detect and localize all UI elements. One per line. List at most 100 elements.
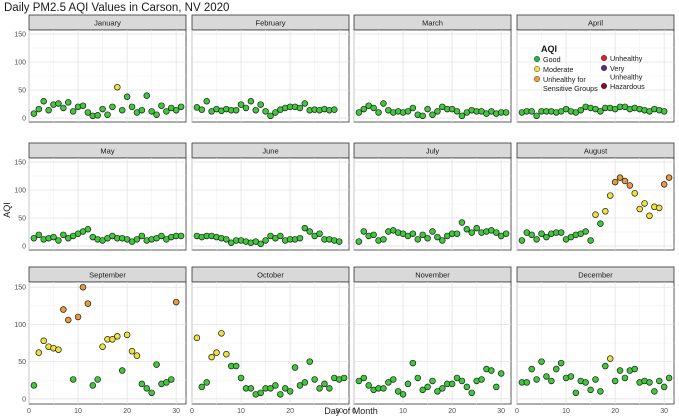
data-point — [458, 112, 466, 120]
panel-december: December 0 10 20 30 — [515, 266, 675, 415]
y-tick-label: 100 — [14, 322, 26, 329]
data-point — [301, 224, 309, 232]
x-tick-label: 0 — [515, 408, 519, 415]
data-point — [665, 174, 673, 181]
y-tick-label: 0 — [22, 396, 26, 403]
panel-strip-label: December — [578, 271, 613, 280]
data-point — [237, 101, 245, 108]
data-point — [380, 385, 387, 392]
data-point — [572, 389, 580, 397]
data-point — [611, 178, 619, 186]
data-point — [30, 110, 38, 117]
data-point — [656, 377, 663, 385]
data-point — [463, 383, 471, 391]
data-point — [277, 391, 284, 398]
data-point — [114, 83, 121, 91]
panel-strip-label: June — [262, 147, 278, 156]
data-point — [616, 367, 624, 374]
data-point — [468, 389, 476, 397]
data-point — [488, 367, 495, 374]
data-point — [138, 106, 146, 114]
panel-march: March — [353, 14, 512, 123]
data-point — [203, 97, 210, 105]
panel-strip-label: July — [426, 147, 440, 156]
data-point — [439, 385, 446, 392]
data-point — [497, 370, 505, 377]
y-tick-label: 50 — [18, 359, 26, 366]
data-point — [163, 108, 170, 115]
data-point — [602, 208, 609, 215]
panel-august: August — [516, 142, 675, 251]
data-point — [331, 106, 338, 113]
data-point — [143, 92, 151, 99]
data-point — [232, 106, 240, 114]
data-point — [114, 333, 121, 340]
x-tick-label: 10 — [237, 408, 245, 415]
data-point — [277, 232, 284, 240]
data-point — [533, 376, 540, 383]
data-point — [419, 112, 426, 120]
data-point — [109, 103, 116, 111]
legend-key — [534, 75, 541, 82]
panel-may: May 0 50 100 150 — [14, 142, 187, 251]
panel-strip-label: August — [584, 147, 608, 156]
data-point — [429, 228, 436, 235]
data-point — [651, 388, 658, 395]
x-axis-label: Day of Month — [324, 406, 378, 416]
data-point — [365, 382, 372, 389]
data-point — [419, 386, 426, 394]
data-point — [557, 359, 565, 367]
data-point — [30, 234, 38, 242]
data-point — [533, 236, 540, 243]
data-point — [267, 385, 274, 392]
data-point — [665, 374, 673, 382]
data-point — [94, 112, 101, 119]
data-point — [123, 331, 131, 339]
data-point — [518, 237, 526, 244]
data-point — [153, 361, 160, 368]
data-point — [148, 389, 155, 397]
legend-key — [534, 56, 541, 63]
data-point — [316, 385, 323, 392]
panel-strip-label: April — [588, 19, 603, 28]
data-point — [193, 334, 201, 342]
data-point — [45, 106, 52, 114]
data-point — [208, 353, 215, 361]
data-point — [453, 374, 461, 382]
data-point — [104, 111, 111, 118]
data-point — [414, 236, 422, 243]
x-tick-label: 20 — [123, 408, 131, 415]
data-point — [306, 358, 314, 365]
panel-february: February — [191, 14, 350, 123]
x-tick-label: 0 — [190, 408, 194, 415]
data-point — [626, 182, 634, 189]
legend-label: Very Unhealthy — [610, 64, 643, 82]
data-point — [272, 109, 279, 116]
x-tick-label: 10 — [399, 408, 407, 415]
data-point — [237, 374, 245, 382]
data-point — [404, 380, 412, 388]
data-point — [40, 97, 47, 105]
panel-strip-label: January — [94, 19, 121, 28]
data-point — [281, 385, 289, 392]
data-point — [40, 337, 47, 345]
data-point — [458, 219, 466, 226]
data-point — [360, 105, 368, 113]
data-point — [335, 238, 343, 245]
panel-strip-label: February — [255, 19, 285, 28]
data-point — [370, 104, 377, 112]
data-point — [94, 376, 101, 383]
data-point — [267, 112, 274, 120]
data-point — [597, 220, 604, 227]
data-point — [597, 108, 604, 115]
data-point — [621, 177, 629, 185]
data-point — [528, 365, 535, 373]
data-point — [390, 376, 397, 383]
data-point — [434, 233, 441, 241]
data-point — [326, 385, 333, 392]
y-tick-label: 150 — [14, 285, 26, 292]
data-point — [118, 367, 126, 374]
data-point — [360, 228, 368, 235]
y-axis-label: AQI — [2, 202, 12, 218]
